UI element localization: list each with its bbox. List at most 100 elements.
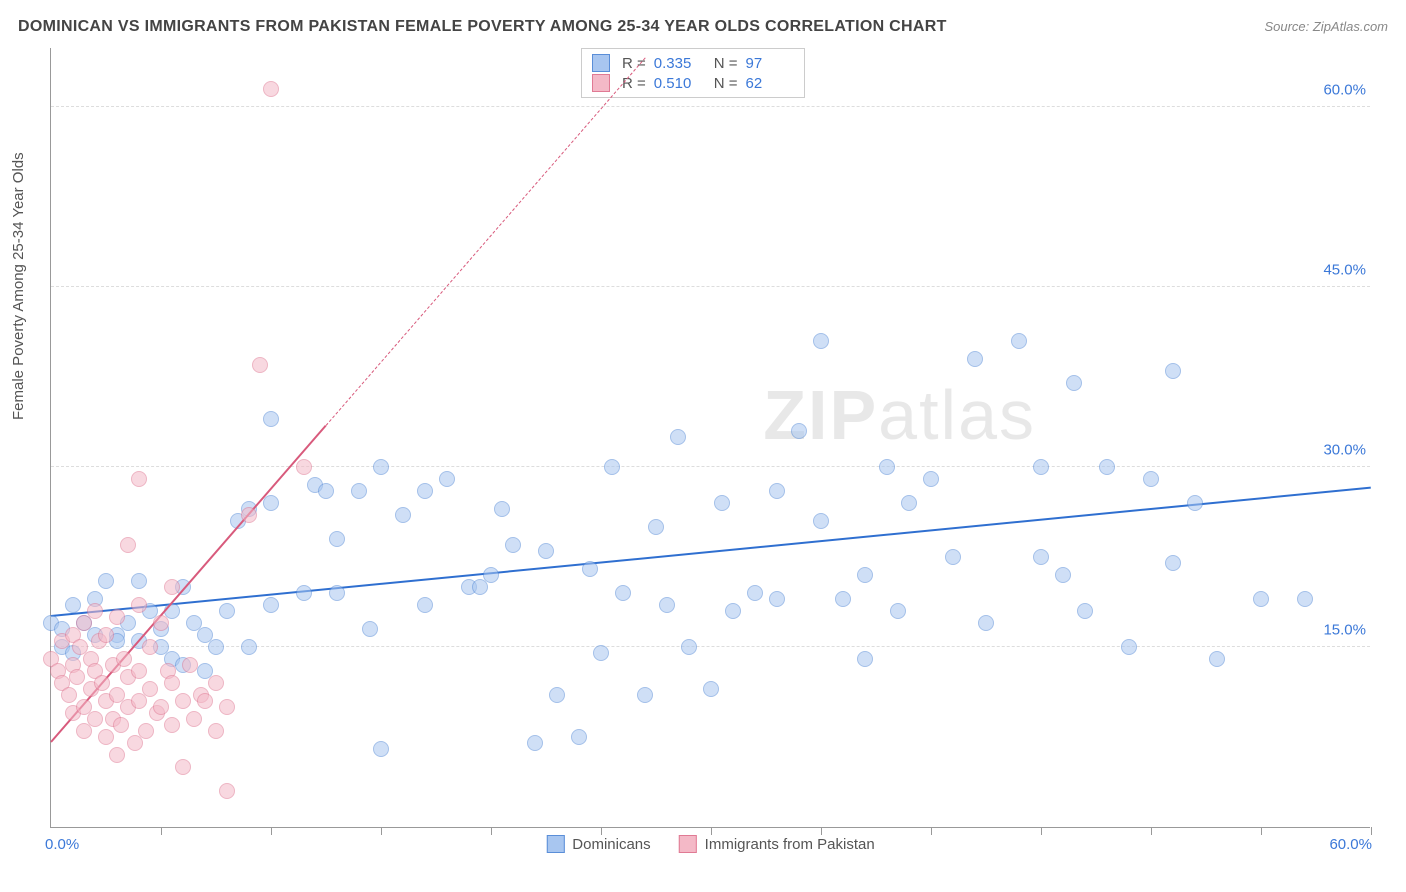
data-point [890,603,906,619]
data-point [351,483,367,499]
x-axis-tick [381,827,382,835]
legend-label-0: Dominicans [572,836,650,853]
data-point [113,717,129,733]
data-point [527,735,543,751]
data-point [263,81,279,97]
data-point [61,687,77,703]
data-point [208,639,224,655]
data-point [725,603,741,619]
data-point [1055,567,1071,583]
data-point [241,639,257,655]
y-axis-tick-label: 45.0% [1323,262,1372,279]
data-point [164,675,180,691]
legend-item-0: Dominicans [546,835,650,853]
data-point [813,333,829,349]
data-point [945,549,961,565]
data-point [703,681,719,697]
swatch-series-1 [679,835,697,853]
data-point [142,681,158,697]
data-point [1165,363,1181,379]
data-point [483,567,499,583]
data-point [417,597,433,613]
data-point [714,495,730,511]
data-point [857,651,873,667]
data-point [182,657,198,673]
data-point [538,543,554,559]
data-point [120,537,136,553]
data-point [109,609,125,625]
data-point [1033,459,1049,475]
data-point [263,411,279,427]
data-point [263,495,279,511]
data-point [648,519,664,535]
data-point [879,459,895,475]
x-axis-tick [711,827,712,835]
data-point [769,591,785,607]
data-point [494,501,510,517]
stat-r-label: R = [622,75,646,92]
bottom-legend: Dominicans Immigrants from Pakistan [546,835,874,853]
data-point [164,717,180,733]
x-axis-tick [1261,827,1262,835]
x-axis-tick [491,827,492,835]
data-point [505,537,521,553]
data-point [813,513,829,529]
data-point [98,729,114,745]
data-point [549,687,565,703]
data-point [138,723,154,739]
data-point [98,627,114,643]
data-point [967,351,983,367]
data-point [637,687,653,703]
y-axis-label: Female Poverty Among 25-34 Year Olds [10,152,27,420]
legend-label-1: Immigrants from Pakistan [705,836,875,853]
data-point [175,759,191,775]
data-point [593,645,609,661]
data-point [373,741,389,757]
x-axis-min-label: 0.0% [45,836,79,853]
data-point [208,723,224,739]
data-point [373,459,389,475]
gridline [51,106,1370,107]
chart-title: DOMINICAN VS IMMIGRANTS FROM PAKISTAN FE… [18,18,947,36]
x-axis-max-label: 60.0% [1329,836,1372,853]
data-point [670,429,686,445]
x-axis-tick [271,827,272,835]
data-point [1033,549,1049,565]
data-point [1209,651,1225,667]
data-point [681,639,697,655]
data-point [362,621,378,637]
data-point [978,615,994,631]
x-axis-tick [1151,827,1152,835]
data-point [659,597,675,613]
data-point [208,675,224,691]
stat-r-value-0: 0.335 [654,55,702,72]
stat-n-value-0: 97 [746,55,794,72]
data-point [98,573,114,589]
data-point [69,669,85,685]
data-point [1121,639,1137,655]
data-point [131,471,147,487]
trend-line [326,58,646,426]
y-axis-tick-label: 60.0% [1323,82,1372,99]
data-point [1011,333,1027,349]
data-point [109,747,125,763]
data-point [1077,603,1093,619]
data-point [219,783,235,799]
stat-n-label: N = [714,75,738,92]
scatter-plot: ZIPatlas R = 0.335 N = 97 R = 0.510 N = … [50,48,1370,828]
data-point [318,483,334,499]
x-axis-tick [821,827,822,835]
data-point [604,459,620,475]
y-axis-tick-label: 30.0% [1323,442,1372,459]
data-point [1187,495,1203,511]
data-point [197,693,213,709]
data-point [1066,375,1082,391]
source-attribution: Source: ZipAtlas.com [1264,19,1388,34]
legend-stats-row-0: R = 0.335 N = 97 [592,53,794,73]
data-point [857,567,873,583]
data-point [116,651,132,667]
data-point [87,603,103,619]
data-point [241,507,257,523]
stat-r-value-1: 0.510 [654,75,702,92]
x-axis-tick [601,827,602,835]
